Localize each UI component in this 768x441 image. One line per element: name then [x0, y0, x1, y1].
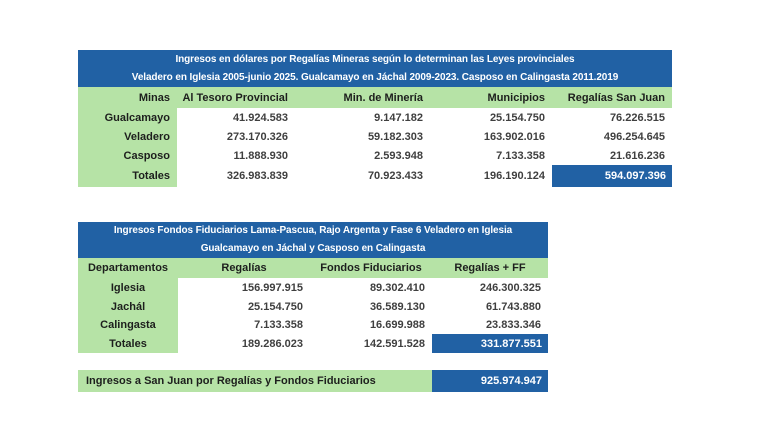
column-header-minas: Minas: [78, 87, 177, 108]
value-cell: 25.154.750: [247, 300, 303, 313]
value-cell: 21.616.236: [609, 149, 665, 162]
grand-total-regalias-cell: 594.097.396: [552, 165, 672, 187]
trust-funds-table: Ingresos Fondos Fiduciarios Lama-Pascua,…: [78, 222, 548, 353]
totals-value-cell: 326.983.839: [226, 170, 288, 182]
value-cell: 41.924.583: [232, 111, 288, 124]
title-line-1: Ingresos en dólares por Regalías Mineras…: [175, 54, 575, 65]
royalties-table-title: Ingresos en dólares por Regalías Mineras…: [78, 50, 672, 87]
column-header-mineria: Min. de Minería: [295, 87, 430, 108]
totals-value-cell: 189.286.023: [241, 337, 303, 350]
column-header-municipios: Municipios: [430, 87, 552, 108]
value-cell: 9.147.182: [374, 111, 423, 124]
row-label: Veladero: [78, 127, 177, 146]
value-cell: 7.133.358: [254, 319, 303, 331]
value-cell: 89.302.410: [369, 281, 425, 294]
row-label: Iglesia: [78, 278, 178, 297]
column-header-departamentos: Departamentos: [78, 258, 178, 278]
column-header-regalias: Regalías: [178, 258, 310, 278]
value-cell: 156.997.915: [241, 281, 303, 294]
value-cell: 496.254.645: [603, 130, 665, 143]
row-label: Casposo: [78, 146, 177, 165]
value-cell: 273.170.326: [226, 130, 288, 143]
value-cell: 16.699.988: [369, 319, 425, 331]
totals-row-label: Totales: [78, 334, 178, 353]
value-cell: 61.743.880: [485, 300, 541, 313]
totals-value-cell: 70.923.433: [367, 170, 423, 182]
royalties-table: Ingresos en dólares por Regalías Mineras…: [78, 50, 672, 187]
value-cell: 76.226.515: [609, 111, 665, 124]
value-cell: 2.593.948: [374, 149, 423, 162]
grand-total-ff-cell: 331.877.551: [432, 334, 548, 353]
column-header-fondos: Fondos Fiduciarios: [310, 258, 432, 278]
value-cell: 7.133.358: [496, 149, 545, 162]
totals-row-label: Totales: [78, 165, 177, 187]
title-line-2: Veladero en Iglesia 2005-junio 2025. Gua…: [131, 72, 619, 83]
column-header-regalias-sj: Regalías San Juan: [552, 87, 672, 108]
value-cell: 163.902.016: [483, 130, 545, 143]
totals-value-cell: 142.591.528: [363, 337, 425, 350]
trust-funds-grid: Departamentos Regalías Fondos Fiduciario…: [78, 258, 548, 353]
value-cell: 25.154.750: [489, 111, 545, 124]
title-line-1: Ingresos Fondos Fiduciarios Lama-Pascua,…: [113, 225, 513, 236]
grand-total-value: 925.974.947: [432, 370, 548, 392]
value-cell: 246.300.325: [479, 281, 541, 294]
row-label: Jachál: [78, 297, 178, 316]
trust-funds-table-title: Ingresos Fondos Fiduciarios Lama-Pascua,…: [78, 222, 548, 258]
value-cell: 23.833.346: [485, 319, 541, 331]
value-cell: 59.182.303: [367, 130, 423, 143]
grand-total-label: Ingresos a San Juan por Regalías y Fondo…: [78, 370, 432, 392]
royalties-grid: Minas Al Tesoro Provincial Min. de Miner…: [78, 87, 672, 187]
row-label: Calingasta: [78, 316, 178, 334]
column-header-tesoro: Al Tesoro Provincial: [177, 87, 295, 108]
value-cell: 11.888.930: [233, 149, 288, 162]
value-cell: 36.589.130: [369, 300, 425, 313]
row-label: Gualcamayo: [78, 108, 177, 127]
grand-total-bar: Ingresos a San Juan por Regalías y Fondo…: [78, 370, 548, 392]
column-header-regalias-ff: Regalías + FF: [432, 258, 548, 278]
totals-value-cell: 196.190.124: [483, 170, 545, 182]
title-line-2: Gualcamayo en Jáchal y Casposo en Caling…: [200, 243, 426, 254]
